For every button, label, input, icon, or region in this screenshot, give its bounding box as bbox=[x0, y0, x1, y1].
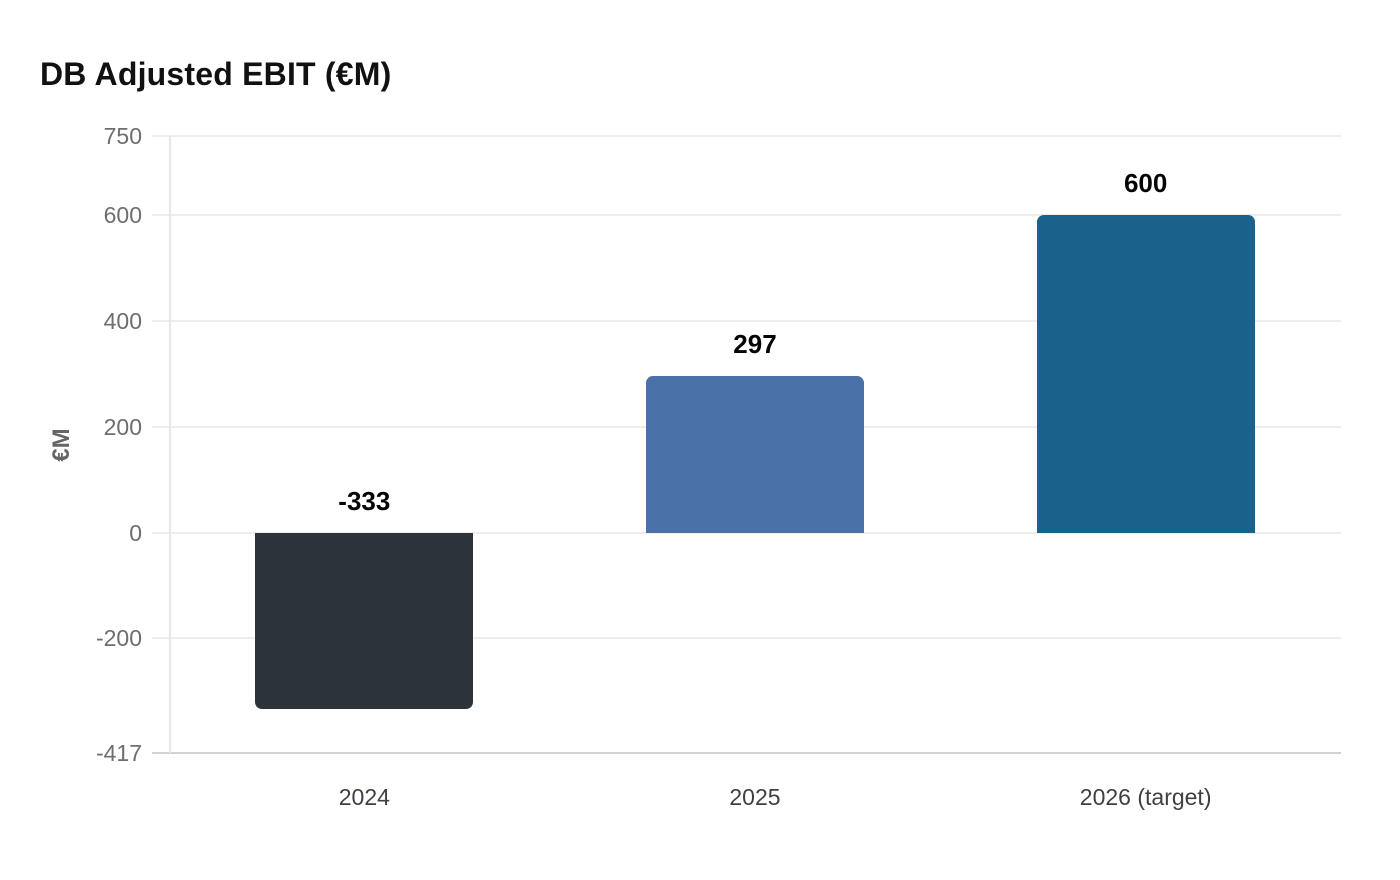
x-axis-line bbox=[152, 752, 1341, 754]
gridline bbox=[152, 637, 1341, 640]
y-tick-label: 200 bbox=[103, 413, 142, 440]
chart-title: DB Adjusted EBIT (€M) bbox=[40, 56, 392, 92]
plot-area: 750 600 400 200 0 -200 -417 -333 2024 297 2025 600 2… bbox=[96, 123, 1341, 810]
value-label: -333 bbox=[338, 485, 391, 516]
bar-2026-target[interactable] bbox=[1036, 215, 1255, 533]
gridline bbox=[152, 320, 1341, 323]
gridline bbox=[152, 531, 1341, 534]
y-tick-label: -417 bbox=[95, 740, 142, 766]
x-axis-label: 2024 bbox=[338, 784, 390, 810]
gridline bbox=[152, 135, 1341, 137]
gridline bbox=[152, 214, 1341, 217]
bar-2025[interactable] bbox=[646, 375, 864, 533]
bar-2024[interactable] bbox=[255, 532, 474, 709]
y-tick-label: 600 bbox=[103, 202, 142, 229]
y-tick-label: -200 bbox=[95, 625, 142, 652]
y-tick-label: 750 bbox=[103, 123, 142, 149]
value-label: 297 bbox=[733, 328, 777, 359]
y-axis-line bbox=[169, 136, 171, 753]
x-axis-label: 2025 bbox=[729, 784, 781, 810]
y-tick-label: 400 bbox=[103, 308, 142, 335]
x-axis-label: 2026 (target) bbox=[1079, 784, 1212, 810]
value-label: 600 bbox=[1123, 168, 1168, 199]
y-tick-label: 0 bbox=[129, 519, 142, 546]
